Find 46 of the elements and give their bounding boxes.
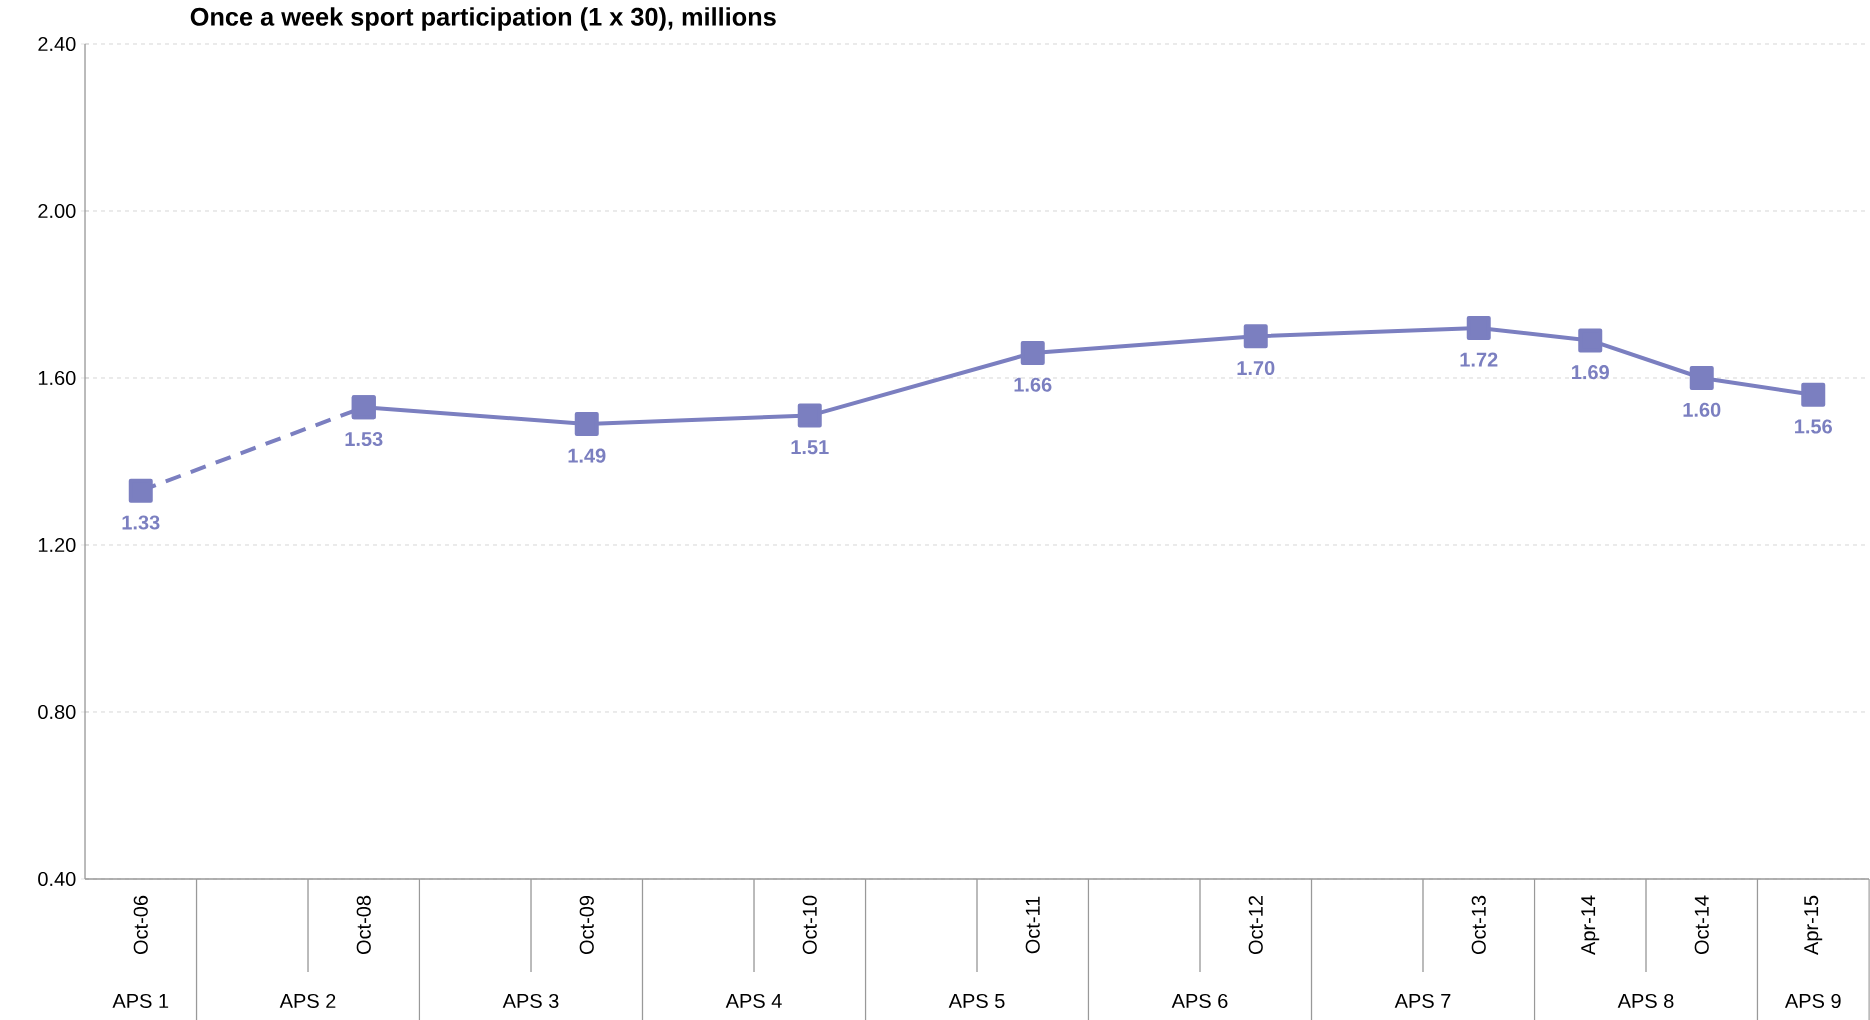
data-label: 1.60 <box>1683 402 1721 417</box>
y-tick-label: 2.40 <box>38 36 76 52</box>
point <box>574 411 599 436</box>
data-label: 1.66 <box>1014 377 1052 392</box>
y-tick-label: 1.60 <box>38 370 76 386</box>
x-tick-label: Apr-14 <box>1581 895 1600 955</box>
point <box>1243 324 1268 349</box>
text: APS 1 <box>112 993 169 1009</box>
data-label: 1.56 <box>1795 419 1832 434</box>
data-label: 1.33 <box>122 515 160 530</box>
data-label: 1.51 <box>791 440 829 455</box>
x-tick-label: Oct-10 <box>802 895 817 955</box>
point <box>1020 340 1045 365</box>
text: APS 4 <box>725 993 782 1009</box>
point <box>128 478 153 503</box>
text: APS 3 <box>502 993 559 1009</box>
point <box>351 395 376 420</box>
text: APS 8 <box>1617 993 1674 1009</box>
y-tick-label: 2.00 <box>38 203 76 219</box>
text: APS 9 <box>1784 993 1841 1009</box>
y-tick-label: 1.20 <box>38 537 76 553</box>
text: APS 6 <box>1171 993 1228 1009</box>
chart-title: Once a week sport participation (1 x 30), millions <box>190 7 776 31</box>
data-label: 1.49 <box>568 448 606 463</box>
text: APS 2 <box>279 993 336 1009</box>
y-tick-label: 0.40 <box>38 871 76 887</box>
x-tick-label: Apr-15 <box>1804 895 1823 955</box>
text: APS 7 <box>1394 993 1451 1009</box>
text: APS 5 <box>948 993 1005 1009</box>
data-label: 1.72 <box>1460 352 1498 367</box>
x-tick-label: Oct-08 <box>356 895 371 955</box>
data-label: 1.53 <box>345 431 383 447</box>
data-label: 1.69 <box>1572 365 1609 380</box>
point <box>1578 328 1603 353</box>
point <box>1689 365 1714 390</box>
y-tick-label: 0.80 <box>38 704 76 720</box>
x-tick-label: Oct-11 <box>1025 896 1040 954</box>
point <box>1801 382 1826 407</box>
point <box>797 403 822 428</box>
x-tick-label: Oct-12 <box>1248 895 1263 955</box>
x-tick-label: Oct-13 <box>1471 895 1486 955</box>
point <box>1466 315 1491 340</box>
data-label: 1.70 <box>1237 360 1275 376</box>
x-tick-label: Oct-14 <box>1694 895 1709 955</box>
x-tick-label: Oct-06 <box>133 895 148 955</box>
x-tick-label: Oct-09 <box>579 895 594 955</box>
